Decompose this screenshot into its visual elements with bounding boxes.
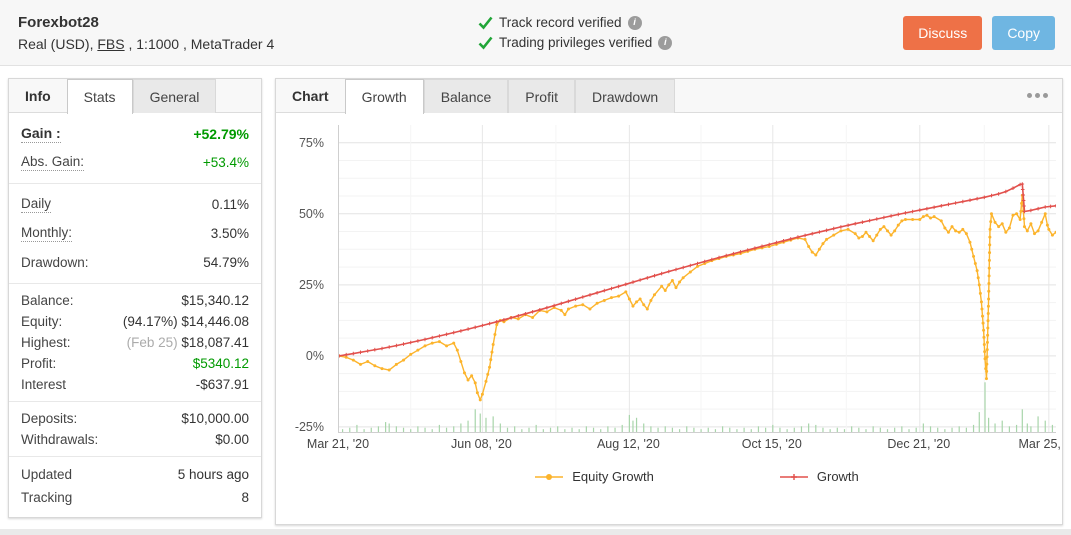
stats-row-label: Drawdown:	[21, 255, 89, 270]
track-record-badge: Track record verified i	[478, 15, 672, 30]
stats-row-value: 0.11%	[211, 197, 249, 212]
account-header: Forexbot28 Real (USD), FBS , 1:1000 , Me…	[0, 0, 1071, 66]
stats-group: Gain : +52.79% Abs. Gain: +53.4%	[9, 113, 261, 183]
stats-panel: Info Stats General Gain : +52.79% Abs. Gain:…	[8, 78, 262, 518]
check-icon	[478, 36, 493, 49]
growth-chart	[338, 125, 1056, 433]
next-section-edge	[0, 529, 1071, 535]
info-icon[interactable]: i	[658, 35, 673, 50]
broker-link[interactable]: FBS	[97, 35, 125, 52]
stats-row: Withdrawals: $0.00	[9, 429, 261, 450]
stats-row-value: 5 hours ago	[177, 467, 249, 482]
stats-row-value: 3.50%	[210, 226, 249, 241]
stats-row: Gain : +52.79%	[9, 119, 261, 148]
stats-row-value: 8	[241, 490, 249, 505]
stats-row-label: Interest	[21, 377, 67, 392]
stats-row-label: Abs. Gain:	[21, 154, 85, 171]
stats-row: Equity: (94.17%) $14,446.08	[9, 311, 261, 332]
y-tick-label: -25%	[294, 419, 324, 434]
stats-rows: Gain : +52.79% Abs. Gain: +53.4% Daily 0.11% M…	[9, 113, 261, 515]
legend-item-growth[interactable]: Growth	[779, 469, 859, 484]
stats-row-label: Highest:	[21, 335, 71, 350]
stats-row: Interest -$637.91	[9, 374, 261, 395]
trading-privileges-badge: Trading privileges verified i	[478, 35, 673, 50]
stats-row: Monthly: 3.50%	[9, 219, 261, 248]
stats-tab-general[interactable]: General	[132, 79, 217, 113]
stats-row: Highest: (Feb 25) $18,087.41	[9, 332, 261, 353]
stats-row-value: +53.4%	[202, 155, 249, 170]
badge-label: Trading privileges verified	[499, 35, 653, 50]
y-tick-label: 25%	[298, 277, 324, 292]
stats-row: Balance: $15,340.12	[9, 290, 261, 311]
verification-badges: Track record verified i Trading privileg…	[478, 15, 673, 50]
stats-row-value: +52.79%	[193, 125, 249, 142]
chart-legend: Equity Growth Growth	[338, 469, 1055, 484]
chart-tab-growth[interactable]: Growth	[344, 79, 424, 114]
stats-row-value: (Feb 25) $18,087.41	[126, 335, 249, 350]
stats-row: Abs. Gain: +53.4%	[9, 148, 261, 177]
stats-row-label: Monthly:	[21, 225, 73, 242]
stats-panel-tabstrip: Info Stats General	[9, 79, 261, 114]
badge-label: Track record verified	[499, 15, 622, 30]
x-tick-label: Oct 15, '20	[741, 437, 802, 451]
stats-row: Tracking 8	[9, 486, 261, 509]
stats-row-label: Updated	[21, 467, 73, 482]
x-tick-label: Mar 25, '...	[1018, 437, 1063, 451]
legend-item-equity-growth[interactable]: Equity Growth	[534, 469, 654, 484]
stats-row: Profit: $5340.12	[9, 353, 261, 374]
stats-row-label: Tracking	[21, 490, 73, 505]
stats-row-value: $15,340.12	[181, 293, 249, 308]
x-axis-labels: Mar 21, '20 Jun 08, '20 Aug 12, '20 Oct 15,…	[307, 437, 1062, 453]
copy-button[interactable]: Copy	[992, 15, 1055, 50]
account-subtitle: Real (USD), FBS , 1:1000 , MetaTrader 4	[18, 36, 478, 52]
stats-group: Daily 0.11% Monthly: 3.50% Drawdown: 54.79%	[9, 183, 261, 283]
y-tick-label: 75%	[298, 135, 324, 150]
chart-tab-profit[interactable]: Profit	[508, 79, 575, 113]
legend-label: Equity Growth	[572, 469, 654, 484]
stats-group: Deposits: $10,000.00 Withdrawals: $0.00	[9, 401, 261, 456]
stats-row-value: (94.17%) $14,446.08	[122, 314, 249, 329]
x-tick-label: Jun 08, '20	[451, 437, 512, 451]
discuss-button[interactable]: Discuss	[903, 15, 983, 50]
stats-row-label: Daily	[21, 196, 52, 213]
stats-row: Deposits: $10,000.00	[9, 408, 261, 429]
stats-row-value: -$637.91	[195, 377, 249, 392]
chart-panel: Chart Growth Balance Profit Drawdown 75% 50% 2…	[275, 78, 1063, 525]
chart-panel-tabstrip: Chart Growth Balance Profit Drawdown	[276, 79, 1062, 114]
y-tick-label: 0%	[305, 348, 324, 363]
account-title: Forexbot28	[18, 13, 99, 31]
x-tick-label: Dec 21, '20	[887, 437, 951, 451]
account-leverage-platform: , 1:1000 , MetaTrader 4	[124, 35, 275, 52]
stats-row: Daily 0.11%	[9, 190, 261, 219]
info-icon[interactable]: i	[627, 15, 642, 30]
stats-row-label: Gain :	[21, 124, 61, 143]
x-tick-label: Aug 12, '20	[596, 437, 660, 451]
stats-row: Updated 5 hours ago	[9, 463, 261, 486]
y-tick-label: 50%	[298, 206, 324, 221]
chart-tab-drawdown[interactable]: Drawdown	[574, 79, 676, 113]
y-axis-labels: 75% 50% 25% 0% -25%	[276, 125, 332, 434]
stats-row-value: $0.00	[215, 432, 249, 447]
stats-row-label: Profit:	[21, 356, 57, 371]
stats-tab-info[interactable]: Info	[25, 88, 51, 104]
stats-row-label: Equity:	[21, 314, 63, 329]
stats-group: Balance: $15,340.12 Equity: (94.17%) $14,44…	[9, 283, 261, 401]
chart-tab-chart[interactable]: Chart	[292, 88, 329, 104]
stats-group: Updated 5 hours ago Tracking 8	[9, 456, 261, 515]
stats-row-value: $10,000.00	[181, 411, 249, 426]
stats-row: Drawdown: 54.79%	[9, 248, 261, 277]
stats-tab-stats[interactable]: Stats	[66, 79, 133, 114]
stats-row-value: 54.79%	[203, 255, 249, 270]
legend-label: Growth	[816, 469, 859, 484]
stats-row-value-note: (Feb 25)	[126, 335, 178, 350]
stats-row-label: Balance:	[21, 293, 74, 308]
account-type: Real (USD),	[18, 35, 98, 52]
stats-row-label: Withdrawals:	[21, 432, 99, 447]
check-icon	[478, 16, 493, 29]
more-options-icon[interactable]	[1027, 79, 1048, 112]
stats-row-value: $5340.12	[192, 356, 249, 371]
chart-tab-balance[interactable]: Balance	[423, 79, 509, 113]
stats-row-label: Deposits:	[21, 411, 78, 426]
x-tick-label: Mar 21, '20	[306, 437, 370, 451]
